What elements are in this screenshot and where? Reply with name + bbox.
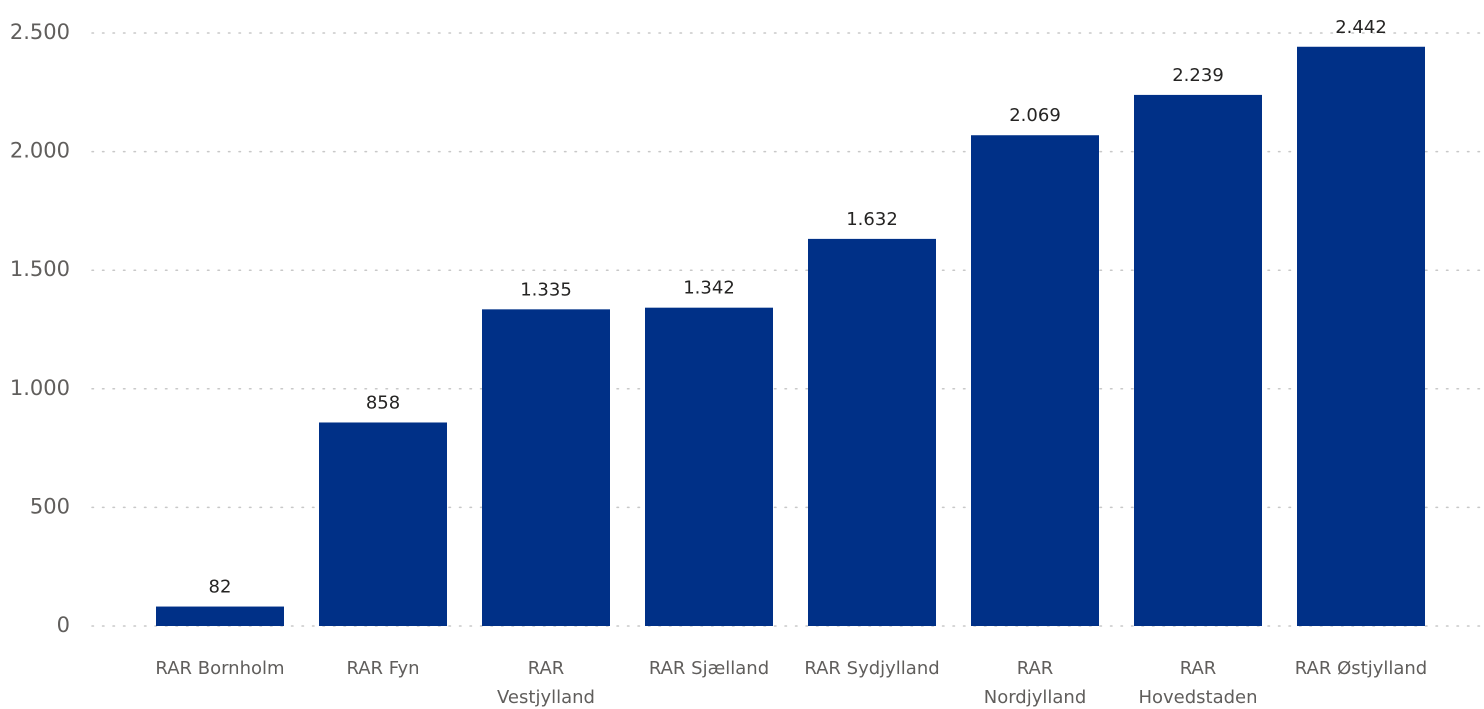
x-tick-label: RAR bbox=[528, 658, 565, 679]
data-label: 82 bbox=[209, 577, 232, 598]
bar bbox=[808, 238, 936, 627]
y-tick-label: 2.500 bbox=[10, 20, 70, 44]
data-label: 2.069 bbox=[1009, 105, 1061, 126]
bar bbox=[319, 422, 447, 626]
data-labels: 82 858 1.335 1.342 1.632 2.069 2.239 2.442 bbox=[209, 17, 1387, 598]
x-tick-label: RAR Sjælland bbox=[649, 658, 769, 679]
x-tick-label: Hovedstaden bbox=[1138, 687, 1257, 708]
data-label: 2.442 bbox=[1335, 17, 1387, 38]
data-label: 1.632 bbox=[846, 209, 898, 230]
x-tick-label: RAR Østjylland bbox=[1295, 658, 1427, 679]
bar bbox=[645, 307, 773, 626]
y-tick-label: 2.000 bbox=[10, 139, 70, 163]
y-tick-label: 1.000 bbox=[10, 376, 70, 400]
x-tick-label: RAR bbox=[1180, 658, 1217, 679]
bar bbox=[156, 606, 284, 626]
x-tick-label: RAR bbox=[1017, 658, 1054, 679]
x-tick-label: RAR Bornholm bbox=[155, 658, 284, 679]
data-label: 2.239 bbox=[1172, 65, 1224, 86]
gridlines bbox=[91, 32, 1481, 627]
data-label: 858 bbox=[366, 392, 400, 413]
x-tick-label: Vestjylland bbox=[497, 687, 595, 708]
bar bbox=[1297, 46, 1425, 627]
bar bbox=[482, 309, 610, 626]
y-tick-label: 500 bbox=[30, 494, 70, 518]
y-tick-label: 1.500 bbox=[10, 257, 70, 281]
x-tick-label: RAR Sydjylland bbox=[804, 658, 939, 679]
bars bbox=[156, 46, 1425, 627]
x-axis-tick-labels: RAR Bornholm RAR Fyn RAR Vestjylland RAR Sjæ… bbox=[155, 658, 1427, 708]
y-axis-tick-labels: 0 500 1.000 1.500 2.000 2.500 bbox=[10, 20, 70, 637]
bar bbox=[971, 135, 1099, 626]
y-tick-label: 0 bbox=[57, 613, 70, 637]
bar bbox=[1134, 94, 1262, 627]
x-tick-label: RAR Fyn bbox=[346, 658, 419, 679]
data-label: 1.335 bbox=[520, 279, 572, 300]
x-tick-label: Nordjylland bbox=[984, 687, 1087, 708]
data-label: 1.342 bbox=[683, 278, 735, 299]
